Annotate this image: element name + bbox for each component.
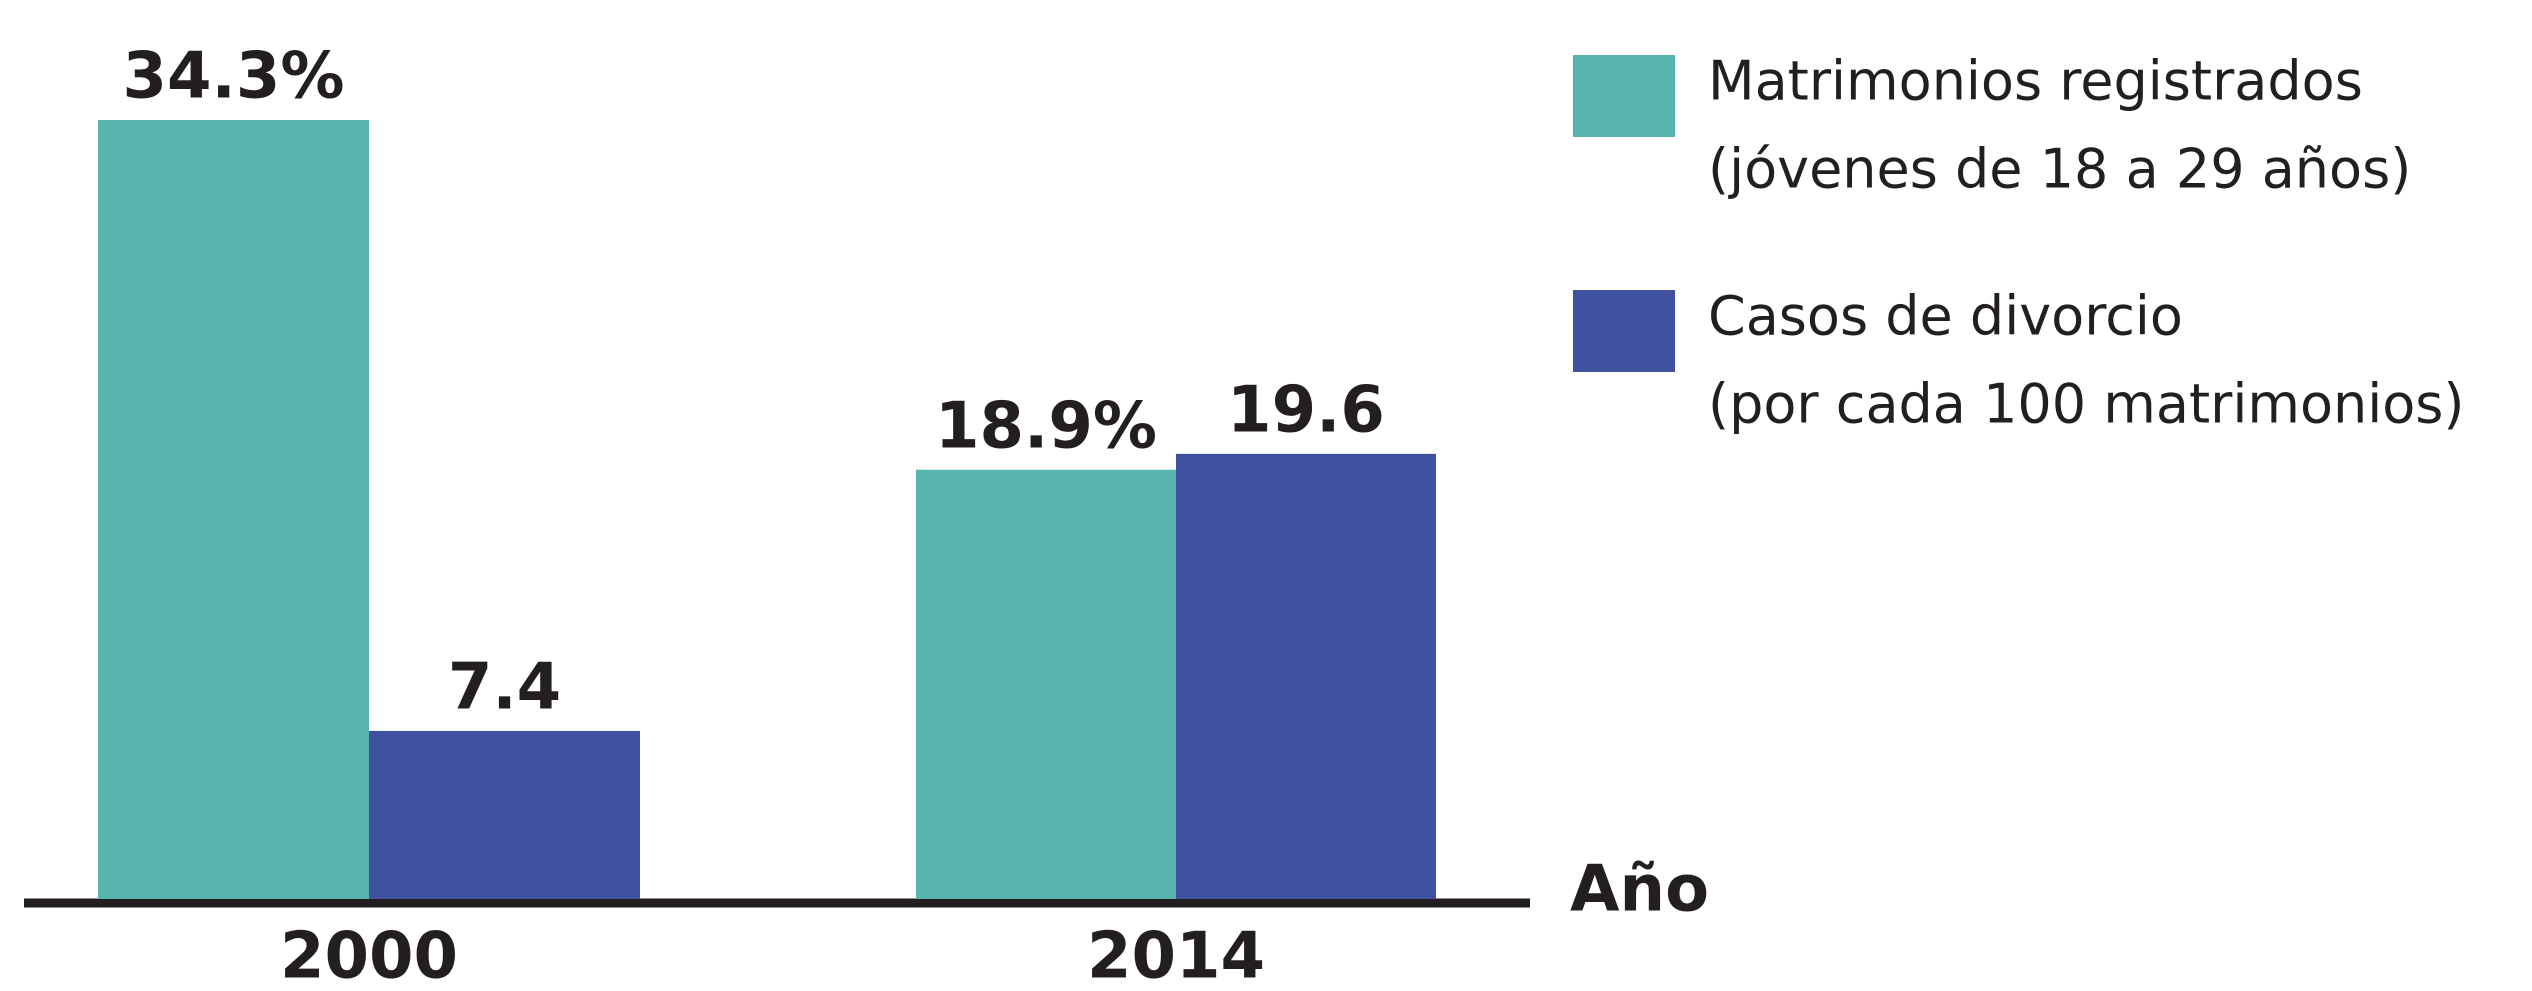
value-label: 18.9% (935, 389, 1157, 463)
legend-description: (jóvenes de 18 a 29 años) (1708, 138, 2411, 201)
bar (1176, 453, 1436, 899)
x-tick-label: 2014 (1087, 920, 1265, 991)
x-tick-label: 2000 (280, 920, 458, 991)
legend-description: (por cada 100 matrimonios) (1708, 373, 2464, 436)
bar (98, 120, 369, 899)
legend-swatch (1573, 290, 1675, 372)
legend-swatch (1573, 55, 1675, 137)
legend-label: Casos de divorcio (1708, 285, 2183, 348)
value-label: 7.4 (448, 651, 561, 725)
value-label: 19.6 (1227, 373, 1385, 447)
x-axis-label: Año (1570, 853, 1709, 927)
bar (369, 730, 640, 899)
bar (916, 469, 1176, 899)
legend-label: Matrimonios registrados (1708, 50, 2363, 113)
value-label: 34.3% (122, 40, 344, 114)
